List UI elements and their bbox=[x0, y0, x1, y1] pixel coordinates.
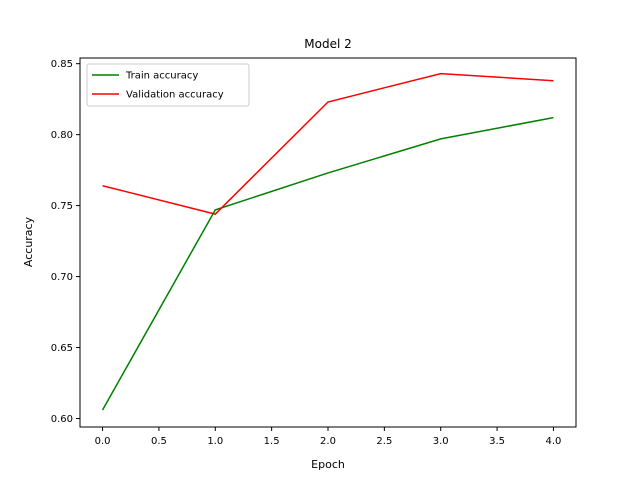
y-tick-label: 0.80 bbox=[51, 130, 73, 141]
y-tick-label: 0.70 bbox=[51, 272, 73, 283]
x-tick-label: 0.0 bbox=[95, 436, 111, 447]
x-tick-label: 4.0 bbox=[546, 436, 562, 447]
legend-label: Validation accuracy bbox=[126, 90, 224, 101]
x-axis: 0.0 0.5 1.0 1.5 2.0 2.5 3.0 3.5 4.0 bbox=[95, 427, 562, 447]
x-tick-label: 0.5 bbox=[151, 436, 167, 447]
chart-title: Model 2 bbox=[304, 37, 351, 51]
y-axis: 0.60 0.65 0.70 0.75 0.80 0.85 bbox=[51, 59, 80, 425]
y-axis-title: Accuracy bbox=[22, 216, 35, 267]
y-tick-label: 0.85 bbox=[51, 59, 73, 70]
x-tick-label: 1.0 bbox=[207, 436, 223, 447]
x-tick-label: 3.0 bbox=[433, 436, 449, 447]
y-tick-label: 0.65 bbox=[51, 343, 73, 354]
legend: Train accuracy Validation accuracy bbox=[86, 63, 250, 107]
legend-box bbox=[86, 63, 250, 107]
y-tick-label: 0.75 bbox=[51, 201, 73, 212]
x-tick-label: 3.5 bbox=[489, 436, 505, 447]
x-axis-title: Epoch bbox=[311, 458, 345, 471]
plot-frame bbox=[79, 57, 577, 428]
legend-label: Train accuracy bbox=[125, 71, 198, 82]
series-line-1 bbox=[102, 72, 554, 215]
x-tick-label: 1.5 bbox=[264, 436, 280, 447]
x-tick-label: 2.0 bbox=[320, 436, 336, 447]
y-tick-label: 0.60 bbox=[51, 414, 73, 425]
x-tick-label: 2.5 bbox=[376, 436, 392, 447]
series-lines bbox=[101, 72, 554, 411]
series-line-0 bbox=[101, 116, 554, 411]
